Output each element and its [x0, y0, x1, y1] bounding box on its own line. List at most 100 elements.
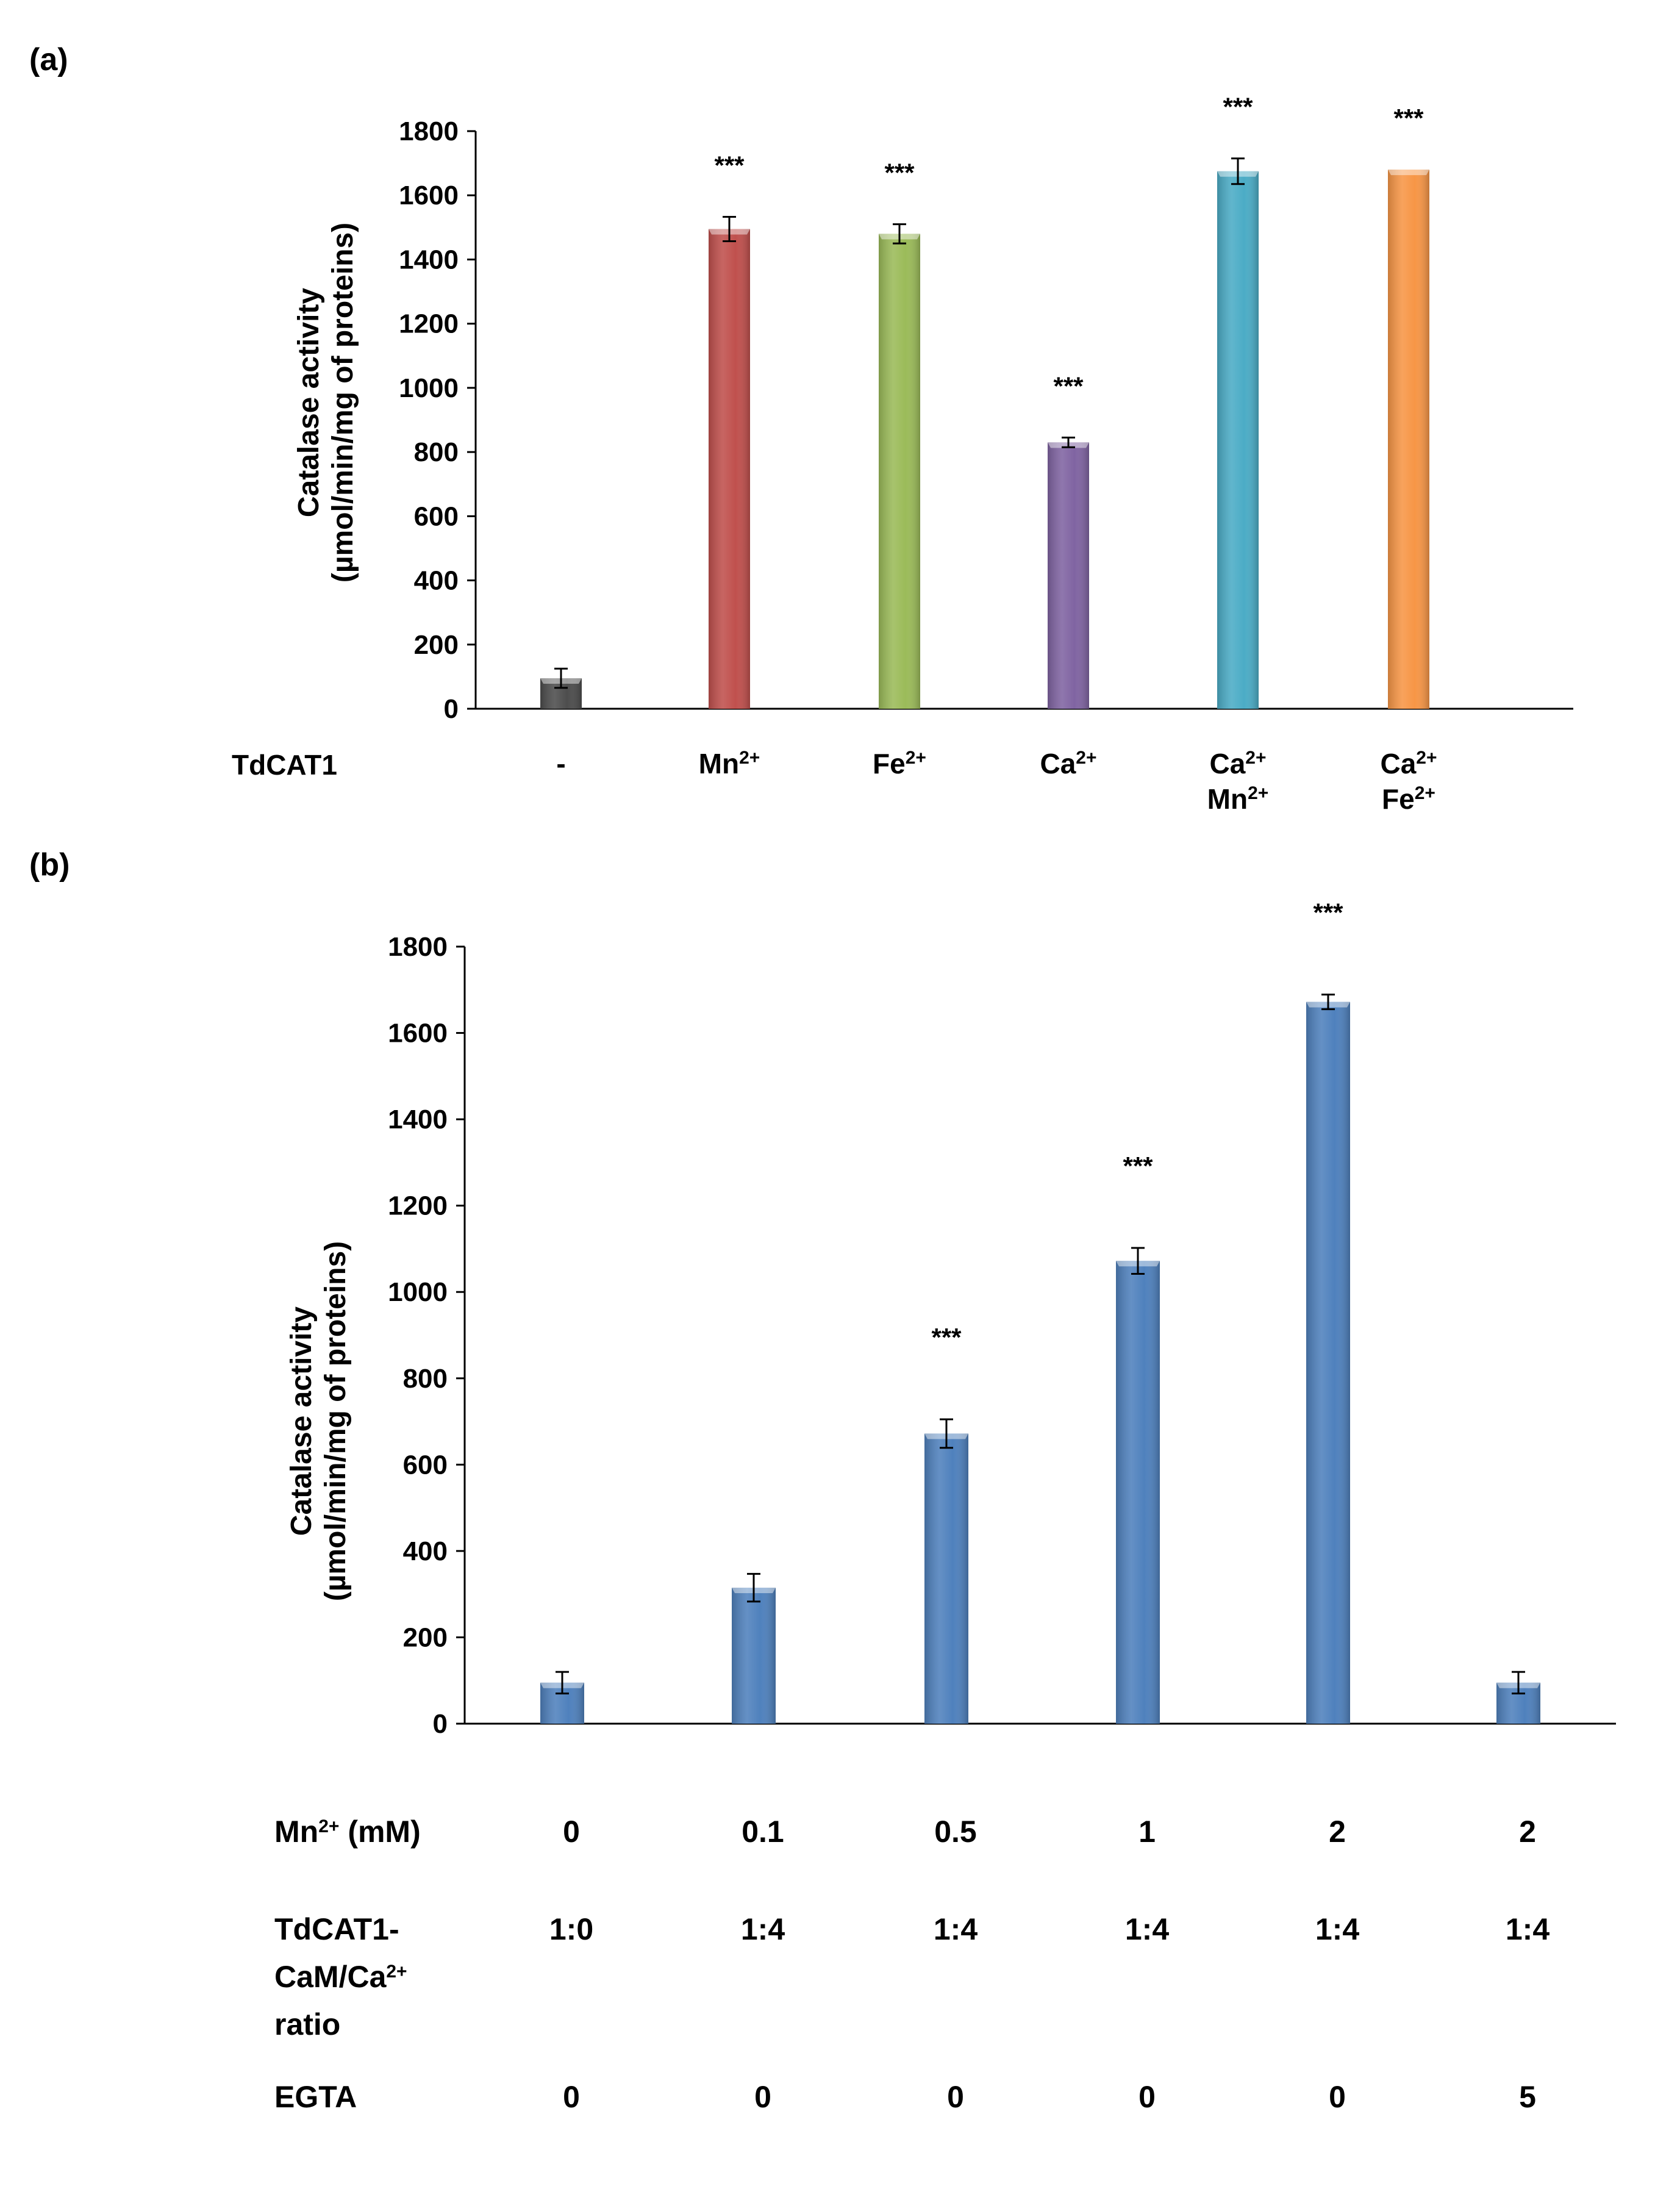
- panel-a-significance-mark: ***: [714, 151, 745, 179]
- panel-b-row-label-base: EGTA: [274, 2080, 357, 2114]
- panel-a-row-label: TdCAT1: [232, 749, 337, 781]
- panel-a-bar-group: ***: [1217, 93, 1259, 709]
- panel-a-category-label-sup: 2+: [1415, 783, 1435, 803]
- panel-b-table-cell: 0: [754, 2080, 771, 2114]
- panel-a-category-label-base: Ca: [1380, 748, 1416, 779]
- panel-b-bar-group: ***: [1306, 898, 1350, 1724]
- panel-a-category-label-base: -: [556, 748, 565, 779]
- panel-b-row-label: TdCAT1-: [274, 1912, 399, 1946]
- panel-a-category-label-base: Mn: [699, 748, 739, 779]
- panel-a-bars: *** *** *** *** ***: [540, 93, 1429, 709]
- panel-a-bar-shading: [709, 229, 750, 709]
- panel-a-category-label-base: Fe: [873, 748, 906, 779]
- panel-b-table-cell: 0: [563, 1815, 580, 1849]
- panel-a-category-label: Mn2+: [699, 748, 760, 780]
- panel-b-row-label-tail: (mM): [339, 1815, 420, 1849]
- panel-b-ylabel-line2: (µmol/min/mg of proteins): [320, 1241, 352, 1601]
- panel-a-significance-mark: ***: [884, 159, 915, 187]
- panel-a-bar-shading: [879, 234, 920, 709]
- panel-b-table-cell: 0: [947, 2080, 964, 2114]
- panel-b-bar-shading: [924, 1433, 968, 1724]
- panel-b-bar-group: ***: [924, 1323, 968, 1724]
- panel-b-y-tick-label: 1200: [388, 1191, 448, 1221]
- panel-b-y-tick-label: 0: [433, 1709, 448, 1739]
- panel-a-category-label-sup: 2+: [906, 748, 926, 768]
- panel-b-bar-shading: [1306, 1002, 1350, 1724]
- panel-a-bar-shading: [1217, 171, 1259, 709]
- panel-b-table-cell: 5: [1519, 2080, 1536, 2114]
- panel-a-y-tick-label: 1800: [399, 116, 459, 146]
- panel-b-y-tick-label: 600: [403, 1450, 448, 1480]
- panel-a-y-tick-label: 1600: [399, 181, 459, 210]
- panel-b-table-cell: 1:4: [1125, 1912, 1169, 1946]
- panel-a-bar-bevel: [1388, 170, 1429, 176]
- panel-b-table-cell: 1:4: [741, 1912, 785, 1946]
- panel-a-axes: 0 200 400 600 800 1000 1200 1400 1600 1800: [399, 116, 1573, 724]
- panel-a-category-label: Fe2+: [1382, 783, 1435, 815]
- panel-b-table-cell: 2: [1519, 1815, 1536, 1849]
- panel-a-bar-group: ***: [879, 159, 920, 709]
- panel-b-table-cell: 1: [1138, 1815, 1156, 1849]
- panel-a-category-label: Ca2+: [1209, 748, 1266, 780]
- panel-b-axes: 0 200 400 600 800 1000 1200 1400 1600 1800: [388, 932, 1616, 1739]
- panel-b-row-label: EGTA: [274, 2080, 357, 2114]
- panel-a-category-label: Ca2+: [1040, 748, 1096, 780]
- panel-a-bar-group: ***: [1048, 371, 1089, 709]
- panel-a-bar-group: ***: [709, 151, 750, 709]
- panel-a-label: (a): [29, 42, 68, 77]
- panel-b-row-label: Mn2+ (mM): [274, 1815, 421, 1849]
- panel-a-category-label-sup: 2+: [739, 748, 760, 768]
- panel-b-y-tick-label: 1600: [388, 1019, 448, 1048]
- panel-a-category-label-sup: 2+: [1416, 748, 1437, 768]
- panel-b-row-label-sup: 2+: [386, 1962, 407, 1982]
- panel-a-y-tick-label: 1400: [399, 245, 459, 274]
- panel-b-bar-group: [1496, 1671, 1540, 1724]
- panel-b-y-tick-label: 1800: [388, 932, 448, 962]
- panel-b-table-cell: 0.1: [742, 1815, 784, 1849]
- panel-a-category-label-base: Ca: [1040, 748, 1076, 779]
- panel-a-category-label-sup: 2+: [1076, 748, 1096, 768]
- panel-a-y-tick-label: 200: [414, 630, 459, 660]
- panel-a-y-tick-label: 800: [414, 437, 459, 467]
- panel-a-y-tick-label: 0: [444, 694, 459, 724]
- panel-a-y-tick-label: 400: [414, 566, 459, 596]
- panel-b-bar-group: [540, 1671, 584, 1724]
- panel-b-significance-mark: ***: [1313, 898, 1343, 927]
- panel-a-category-label-base: Fe: [1382, 783, 1415, 815]
- panel-b-table-cell: 0.5: [934, 1815, 977, 1849]
- panel-a-category-label: Fe2+: [873, 748, 926, 780]
- panel-b-bars: *** *** ***: [540, 898, 1540, 1724]
- panel-b-ylabel: Catalase activity (µmol/min/mg of protei…: [285, 1241, 352, 1601]
- panel-b-bar-shading: [1116, 1261, 1160, 1724]
- panel-a-bar-group: [540, 667, 582, 709]
- panel-b-y-tick-label: 1400: [388, 1105, 448, 1134]
- panel-b-label: (b): [29, 847, 70, 883]
- panel-b-row-label-base: ratio: [274, 2007, 340, 2041]
- panel-a-category-label: Mn2+: [1207, 783, 1269, 815]
- panel-a-category-label-sup: 2+: [1248, 783, 1268, 803]
- panel-a-bar-shading: [1048, 442, 1089, 709]
- panel-b-row-label-sup: 2+: [318, 1816, 339, 1837]
- panel-a-significance-mark: ***: [1393, 104, 1424, 132]
- panel-a-category-label: -: [556, 748, 565, 779]
- panel-a-ylabel: Catalase activity (µmol/min/mg of protei…: [293, 223, 359, 582]
- panel-a-category-label: Ca2+: [1380, 748, 1437, 780]
- panel-a: (a) Catalase activity (µmol/min/mg of pr…: [29, 42, 1573, 815]
- panel-b-ylabel-line1: Catalase activity: [285, 1306, 318, 1536]
- panel-b-row-label: ratio: [274, 2007, 340, 2041]
- panel-b-table-cell: 1:4: [934, 1912, 978, 1946]
- panel-b-y-tick-label: 400: [403, 1536, 448, 1566]
- panel-a-ylabel-line2: (µmol/min/mg of proteins): [327, 223, 359, 582]
- panel-b-condition-table: Mn2+ (mM) 0 0.1 0.5 1 2 2TdCAT1-CaM/Ca2+ratio1…: [274, 1815, 1550, 2114]
- panel-b-row-label-base: CaM/Ca: [274, 1960, 387, 1994]
- panel-b-significance-mark: ***: [931, 1323, 962, 1352]
- panel-a-bar-shading: [1388, 170, 1429, 709]
- panel-b-row-label: CaM/Ca2+: [274, 1960, 407, 1994]
- panel-b-y-tick-label: 800: [403, 1364, 448, 1394]
- panel-a-ylabel-line1: Catalase activity: [293, 288, 325, 518]
- panel-b-y-tick-label: 200: [403, 1622, 448, 1652]
- panel-b-bar-group: ***: [1116, 1152, 1160, 1724]
- panel-b-table-cell: 1:4: [1315, 1912, 1359, 1946]
- panel-b-table-cell: 0: [1329, 2080, 1346, 2114]
